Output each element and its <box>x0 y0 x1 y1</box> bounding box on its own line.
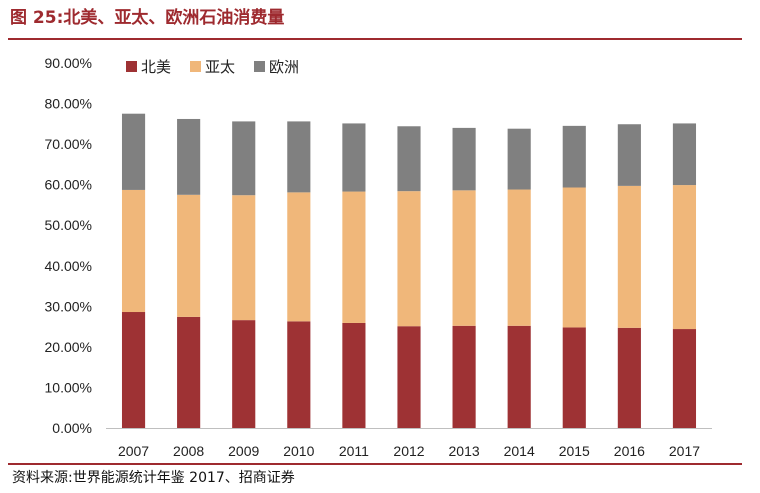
bar-segment <box>562 187 586 328</box>
bar-segment <box>232 195 256 321</box>
bar-segment <box>397 326 421 428</box>
x-tick-label: 2011 <box>339 443 369 459</box>
x-tick-label: 2015 <box>559 443 590 459</box>
bar-segment <box>617 124 641 186</box>
x-tick-label: 2008 <box>173 443 204 459</box>
y-tick-label: 40.00% <box>45 258 92 274</box>
bar-segment <box>562 125 586 188</box>
bar-segment <box>452 190 476 326</box>
bar-segment <box>342 123 366 192</box>
legend-label: 亚太 <box>205 58 235 76</box>
y-tick-label: 0.00% <box>52 420 92 436</box>
y-tick-label: 30.00% <box>45 298 92 314</box>
x-tick-label: 2013 <box>449 443 480 459</box>
source-rule <box>8 463 742 465</box>
bar-segment <box>121 113 146 190</box>
legend-swatch <box>254 61 265 72</box>
y-tick-label: 80.00% <box>45 96 92 112</box>
y-tick-label: 10.00% <box>45 379 92 395</box>
legend-swatch <box>190 61 201 72</box>
bar-segment <box>287 321 311 428</box>
bar-segment <box>672 123 697 186</box>
bar-segment <box>617 185 641 328</box>
bar-segment <box>121 312 146 428</box>
x-tick-label: 2007 <box>118 443 149 459</box>
bar-segment <box>177 118 201 195</box>
bar-segment <box>452 325 476 428</box>
x-tick-label: 2012 <box>393 443 424 459</box>
bar-segment <box>507 128 531 190</box>
bar-segment <box>507 325 531 428</box>
y-tick-label: 70.00% <box>45 136 92 152</box>
bar-segment <box>232 320 256 428</box>
y-axis: 0.00% 10.00% 20.00% 30.00% 40.00% 50.00% 60.00… <box>45 55 92 436</box>
x-tick-label: 2016 <box>614 443 645 459</box>
y-tick-label: 50.00% <box>45 217 92 233</box>
bar-segment <box>507 189 531 326</box>
y-tick-label: 90.00% <box>45 55 92 71</box>
bar-segment <box>672 185 697 330</box>
bar-segment <box>672 329 697 428</box>
x-tick-label: 2010 <box>283 443 314 459</box>
legend: 北美 亚太 欧洲 <box>126 58 299 76</box>
source-note: 资料来源:世界能源统计年鉴 2017、招商证券 <box>12 470 295 486</box>
x-tick-label: 2014 <box>504 443 535 459</box>
bars-layer <box>121 113 697 428</box>
y-tick-label: 20.00% <box>45 339 92 355</box>
legend-label: 北美 <box>141 58 171 76</box>
figure-title: 图 25:北美、亚太、欧洲石油消费量 <box>10 8 285 28</box>
x-tick-label: 2009 <box>228 443 259 459</box>
bar-segment <box>562 327 586 428</box>
bar-segment <box>452 127 476 191</box>
bar-segment <box>342 322 366 428</box>
legend-label: 欧洲 <box>269 58 299 76</box>
bar-segment <box>177 316 201 428</box>
bar-segment <box>617 327 641 428</box>
bar-segment <box>121 189 146 313</box>
bar-segment <box>287 121 311 193</box>
title-rule <box>8 38 742 40</box>
y-tick-label: 60.00% <box>45 177 92 193</box>
legend-swatch <box>126 61 137 72</box>
x-tick-label: 2017 <box>669 443 700 459</box>
bar-segment <box>287 192 311 322</box>
bar-segment <box>397 126 421 192</box>
bar-segment <box>342 191 366 323</box>
bar-segment <box>397 191 421 327</box>
bar-segment <box>232 121 256 196</box>
bar-segment <box>177 194 201 317</box>
x-axis: 2007 2008 2009 2010 2011 2012 2013 2014 2015 2016… <box>106 428 712 459</box>
